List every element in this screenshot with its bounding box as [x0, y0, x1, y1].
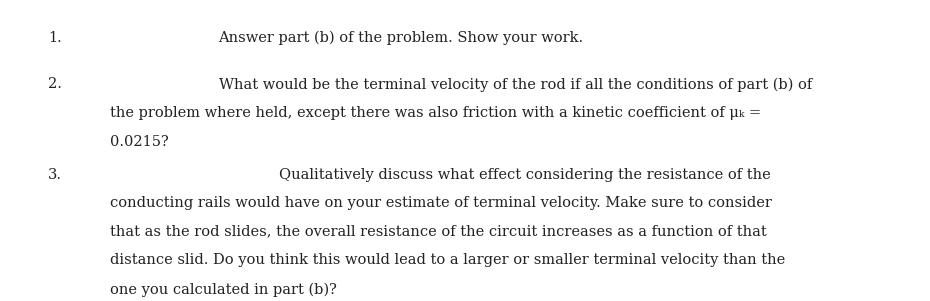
- Text: conducting rails would have on your estimate of terminal velocity. Make sure to : conducting rails would have on your esti…: [110, 196, 772, 210]
- Text: one you calculated in part (b)?: one you calculated in part (b)?: [110, 282, 337, 296]
- Text: 1.: 1.: [48, 31, 62, 45]
- Text: Qualitatively discuss what effect considering the resistance of the: Qualitatively discuss what effect consid…: [279, 168, 771, 182]
- Text: that as the rod slides, the overall resistance of the circuit increases as a fun: that as the rod slides, the overall resi…: [110, 225, 766, 239]
- Text: What would be the terminal velocity of the rod if all the conditions of part (b): What would be the terminal velocity of t…: [219, 77, 812, 92]
- Text: Answer part (b) of the problem. Show your work.: Answer part (b) of the problem. Show you…: [219, 31, 584, 45]
- Text: 2.: 2.: [48, 77, 62, 91]
- Text: 0.0215?: 0.0215?: [110, 135, 168, 150]
- Text: distance slid. Do you think this would lead to a larger or smaller terminal velo: distance slid. Do you think this would l…: [110, 253, 785, 268]
- Text: 3.: 3.: [48, 168, 62, 182]
- Text: the problem where held, except there was also friction with a kinetic coefficien: the problem where held, except there was…: [110, 106, 761, 120]
